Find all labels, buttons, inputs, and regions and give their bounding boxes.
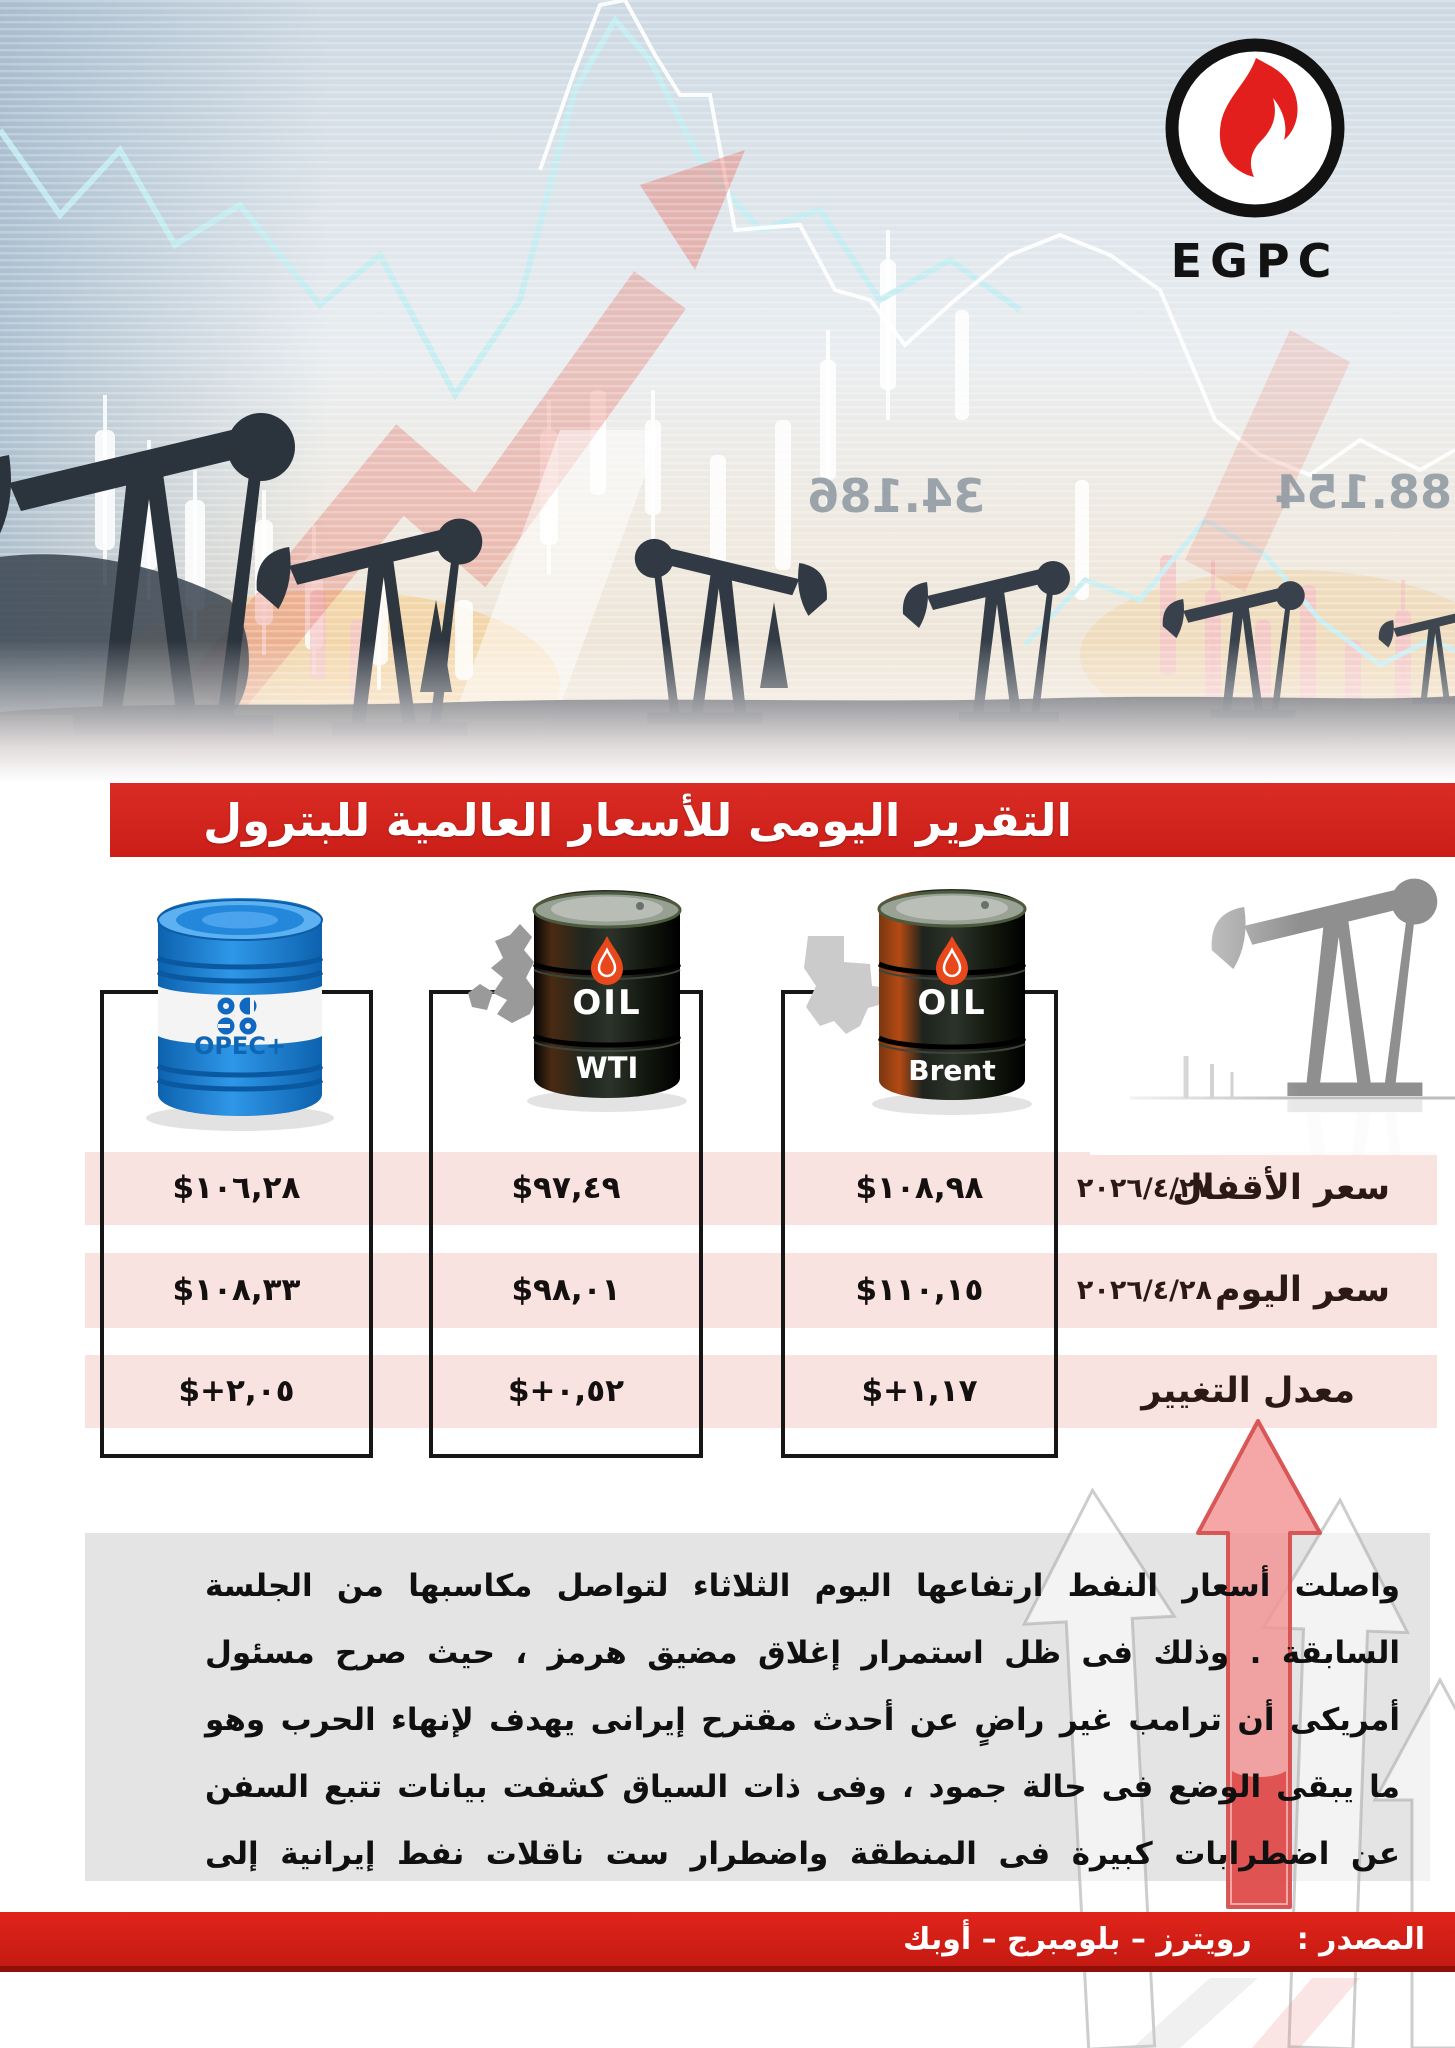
value-brent-today: $١١٠,١٥ — [855, 1272, 984, 1308]
row-label-closing-price: سعر الأقفال — [1172, 1168, 1390, 1208]
footer-bar: المصدر : رويترز – بلومبرج – أوبك — [0, 1912, 1455, 1972]
brent-oil-label: OIL — [917, 983, 986, 1023]
source-list: رويترز – بلومبرج – أوبك — [903, 1921, 1252, 1957]
title-banner: التقرير اليومى للأسعار العالمية للبترول — [110, 783, 1455, 857]
table-row-band-change — [85, 1355, 1437, 1428]
wti-barrel: OIL WTI — [527, 890, 687, 1112]
egpc-flame-icon — [1165, 38, 1345, 218]
value-opec-closing: $١٠٦,٢٨ — [172, 1170, 301, 1206]
article-text: واصلت أسعار النفط ارتفاعها اليوم الثلاثا… — [205, 1568, 1400, 1872]
change-up-arrow — [1196, 1419, 1322, 1909]
header-number-right: 88.154 — [1274, 465, 1452, 519]
value-opec-today: $١٠٨,٣٣ — [172, 1272, 301, 1308]
value-wti-change: $+٠,٥٢ — [507, 1373, 625, 1409]
pumpjack-photo — [1090, 860, 1455, 1155]
texas-map — [804, 936, 890, 1034]
article-background — [85, 1533, 1430, 1881]
page-title: التقرير اليومى للأسعار العالمية للبترول — [203, 793, 1072, 847]
wti-oil-label: OIL — [572, 983, 641, 1023]
egpc-logo: EGPC — [1150, 30, 1360, 300]
value-brent-closing: $١٠٨,٩٨ — [855, 1170, 984, 1206]
wti-barrel-label: WTI — [576, 1051, 639, 1085]
header-number-left: 34.186 — [807, 469, 985, 523]
source-label: المصدر : — [1296, 1921, 1425, 1957]
row-label-change-rate: معدل التغيير — [1141, 1371, 1355, 1411]
opec-emblem — [217, 997, 257, 1035]
uk-map — [468, 924, 538, 1023]
row-date-today: ٢٠٢٦/٤/٢٨ — [1076, 1275, 1212, 1306]
row-date-closing: ٢٠٢٦/٤/٢٧ — [1076, 1173, 1212, 1204]
value-opec-change: $+٢,٠٥ — [178, 1373, 295, 1409]
row-label-today-price: سعر اليوم — [1214, 1270, 1390, 1310]
value-brent-change: $+١,١٧ — [861, 1373, 978, 1409]
opec-barrel: OPEC+ — [146, 898, 334, 1131]
value-wti-today: $٩٨,٠١ — [511, 1272, 621, 1308]
table-row-band-today — [85, 1253, 1437, 1328]
brent-barrel-label: Brent — [908, 1054, 995, 1087]
egpc-logo-text: EGPC — [1170, 234, 1340, 288]
opec-barrel-label: OPEC+ — [194, 1032, 286, 1060]
value-wti-closing: $٩٧,٤٩ — [511, 1170, 621, 1206]
brent-barrel: OIL Brent — [872, 889, 1032, 1115]
table-row-band-close — [85, 1152, 1437, 1225]
